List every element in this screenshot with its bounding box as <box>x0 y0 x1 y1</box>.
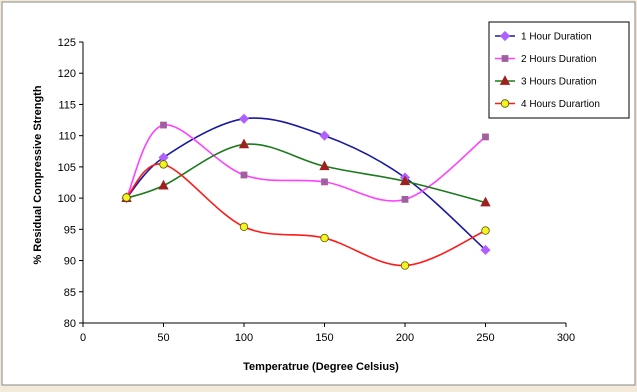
x-axis-title: Temperatrue (Degree Celsius) <box>243 361 399 373</box>
legend-marker <box>499 30 511 42</box>
legend-item: 1 Hour Duration <box>495 30 592 43</box>
y-tick-label: 115 <box>58 99 76 111</box>
legend-label: 1 Hour Duration <box>521 32 592 43</box>
x-tick-label: 250 <box>476 332 494 344</box>
y-tick-label: 100 <box>58 193 76 205</box>
data-point <box>480 196 491 207</box>
data-point <box>400 261 410 270</box>
legend-label: 4 Hours Durartion <box>521 99 600 110</box>
legend-marker <box>499 75 511 85</box>
data-point <box>481 226 490 235</box>
legend-marker <box>501 55 509 62</box>
data-point <box>399 175 411 186</box>
data-point <box>159 160 168 169</box>
y-tick-label: 95 <box>64 224 76 236</box>
data-point <box>160 121 167 129</box>
x-tick-label: 300 <box>557 332 575 344</box>
data-point <box>320 233 329 243</box>
y-tick-label: 80 <box>64 318 76 330</box>
y-tick-label: 125 <box>58 37 76 49</box>
data-point <box>240 171 248 179</box>
y-axis-title: % Residual Compressive Strength <box>32 85 44 264</box>
y-tick-label: 120 <box>58 68 76 80</box>
series-4 <box>122 160 490 270</box>
legend-label: 2 Hours Duration <box>521 54 597 65</box>
legend-item: 4 Hours Durartion <box>495 99 600 110</box>
series-line <box>125 124 486 202</box>
legend-item: 2 Hours Duration <box>495 54 597 65</box>
legend-box <box>488 21 630 119</box>
x-tick-label: 50 <box>157 332 169 344</box>
series-3 <box>121 138 491 207</box>
y-tick-label: 85 <box>64 287 76 299</box>
data-point <box>321 178 328 186</box>
x-tick-label: 100 <box>235 332 253 344</box>
data-point <box>401 195 409 203</box>
axes: 80 85 90 95 100 105 110 115 120 125 0 50 100 150 200 25… <box>58 37 576 344</box>
x-tick-label: 0 <box>80 332 86 344</box>
legend-marker <box>500 99 510 108</box>
data-point <box>238 113 250 124</box>
legend-label: 3 Hours Duration <box>521 77 597 88</box>
data-point <box>480 244 491 256</box>
y-tick-label: 110 <box>58 131 76 143</box>
y-tick-label: 90 <box>64 256 76 268</box>
x-tick-label: 150 <box>315 332 333 344</box>
y-tick-label: 105 <box>58 162 76 174</box>
data-point <box>319 160 330 171</box>
x-tick-label: 200 <box>396 332 414 344</box>
data-point <box>122 193 131 202</box>
data-point <box>158 179 169 190</box>
data-point <box>238 138 250 149</box>
data-point <box>239 222 249 232</box>
data-point <box>482 133 489 141</box>
legend-item: 3 Hours Duration <box>495 75 597 88</box>
legend: 1 Hour Duration 2 Hours Duration 3 Hours D… <box>488 21 630 119</box>
series-layer <box>121 113 491 270</box>
data-point <box>319 130 330 141</box>
